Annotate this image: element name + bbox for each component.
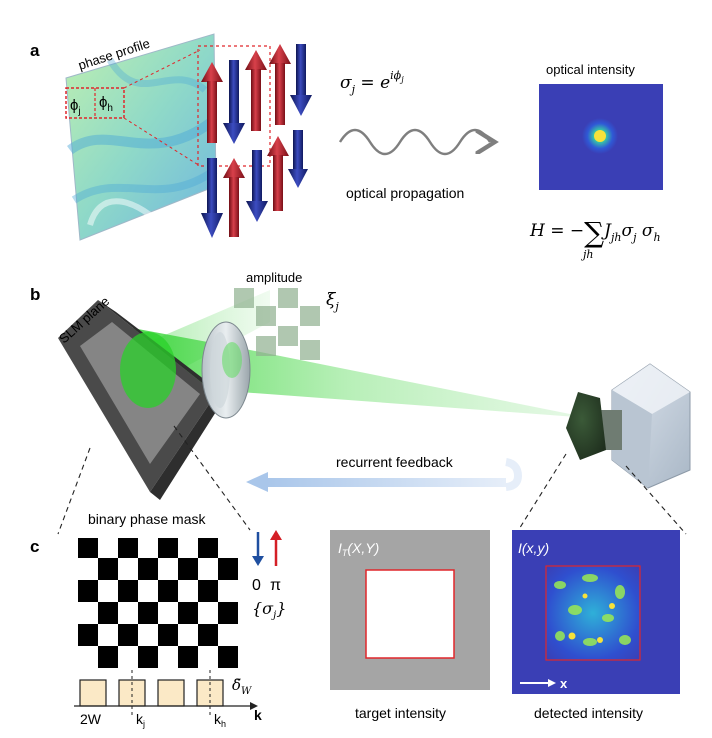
feedback-arrow-icon: [246, 458, 523, 492]
optical-propagation-label: optical propagation: [346, 185, 464, 201]
hamiltonian-equation: H = −∑Jjhσj σh: [529, 216, 661, 249]
phase-pixel-box: [65, 87, 125, 119]
x-axis-label: x: [560, 676, 568, 691]
delta-w-label: δ̃W: [232, 676, 252, 697]
target-intensity-caption: target intensity: [355, 705, 446, 721]
target-intensity-title: IT(X,Y): [338, 540, 379, 558]
panel-b-label: b: [30, 285, 40, 304]
spin-up-arrow-icon: [269, 44, 291, 125]
amplitude-label: amplitude: [246, 270, 302, 285]
pulse-train: [74, 670, 258, 716]
spin-down-arrow-icon: [288, 130, 308, 188]
wave-arrow-icon: [338, 130, 490, 156]
spin-down-arrow-icon: [252, 532, 264, 566]
spin-up-arrow-icon: [201, 62, 223, 143]
amplitude-pattern: [234, 288, 320, 360]
binary-phase-mask: [78, 538, 238, 668]
panel-b: b SLM plane amplitude ξj: [30, 270, 691, 500]
panel-c: c binary phase mask 0 π {σj}: [30, 511, 680, 729]
spin-down-arrow-icon: [290, 44, 312, 116]
spin-up-arrow-icon: [267, 136, 289, 211]
hamiltonian-sum-index: jh: [580, 248, 594, 261]
recurrent-feedback-label: recurrent feedback: [336, 454, 454, 470]
camera-icon: [566, 363, 691, 489]
camera-lens: [566, 392, 606, 460]
detected-intensity-title: I(x,y): [518, 540, 549, 556]
spin-down-arrow-icon: [201, 158, 223, 238]
spin-up-arrow-icon: [270, 530, 282, 566]
k-j-label: kj: [136, 711, 145, 729]
k-h-label: kh: [214, 711, 226, 729]
panel-a: a phase profile ϕj ϕh: [30, 33, 663, 261]
detected-intensity-image: [512, 530, 680, 694]
target-intensity-image: [330, 530, 490, 690]
sigma-set-label: {σj}: [252, 599, 286, 621]
lens-icon: [201, 321, 251, 419]
k-axis-label: k: [254, 707, 262, 723]
phase-pi-label: π: [270, 577, 281, 594]
phi-h-symbol: ϕh: [99, 94, 113, 114]
detected-intensity-caption: detected intensity: [534, 705, 643, 721]
phase-profile-sheet: [65, 33, 218, 241]
spin-up-arrow-icon: [245, 50, 267, 131]
binary-phase-mask-label: binary phase mask: [88, 511, 207, 527]
spin-down-arrow-icon: [223, 60, 245, 144]
spin-lattice: [201, 44, 312, 238]
panel-a-label: a: [30, 41, 40, 60]
spin-down-arrow-icon: [246, 150, 268, 222]
spin-up-arrow-icon: [223, 158, 245, 237]
phi-j-symbol: ϕj: [70, 97, 81, 117]
optical-intensity-label: optical intensity: [546, 62, 635, 77]
phase-zero-label: 0: [252, 577, 261, 594]
width-2w-label: 2W: [80, 711, 102, 727]
sigma-definition: σj = eiϕj: [340, 69, 404, 96]
xi-symbol: ξj: [326, 290, 339, 313]
panel-c-label: c: [30, 537, 39, 556]
optical-intensity-image: [539, 84, 663, 190]
slm-device: [58, 300, 226, 500]
